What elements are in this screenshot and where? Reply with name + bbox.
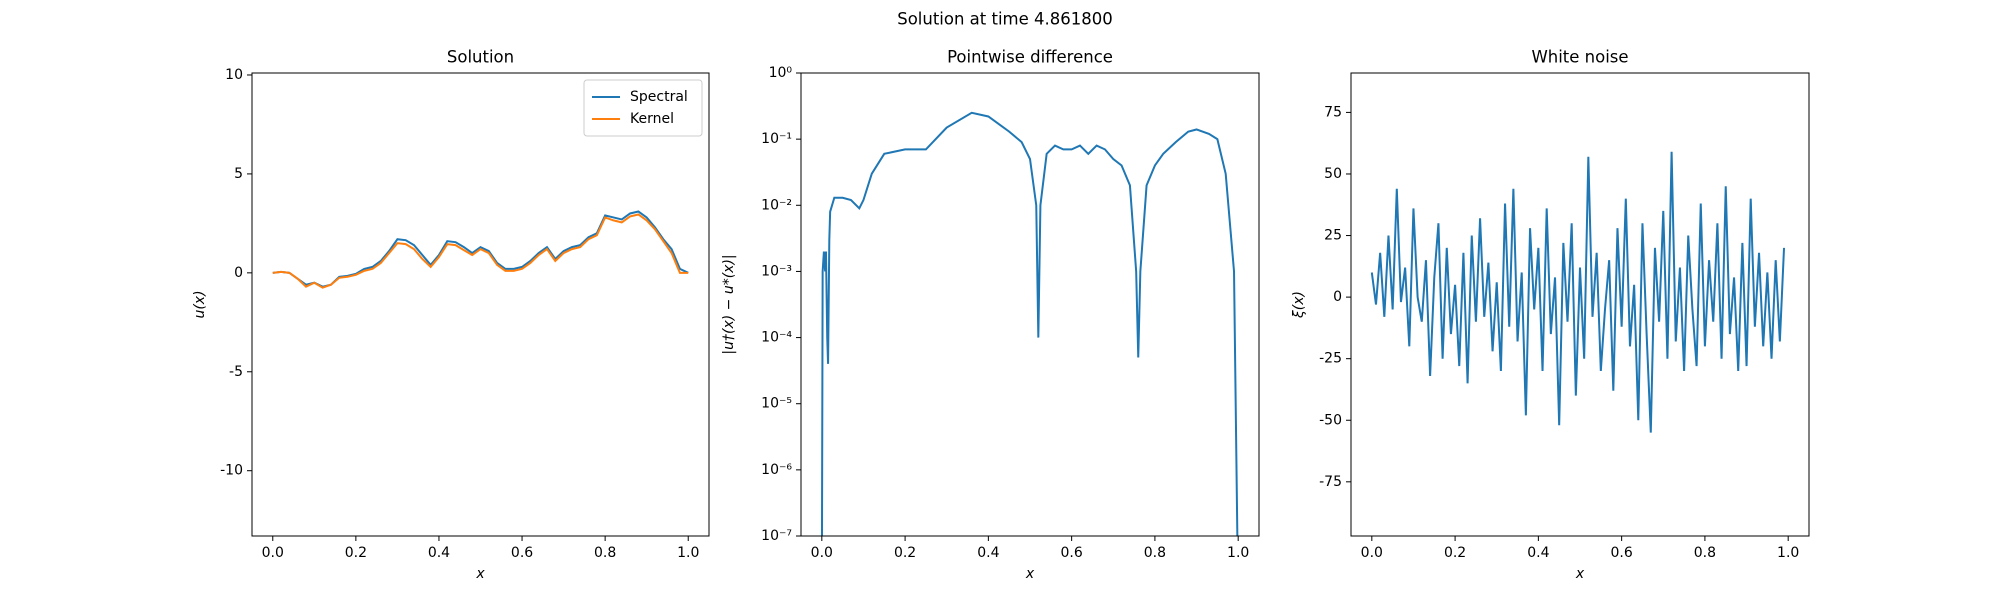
x-tick-label: 0.2 [894, 545, 916, 561]
legend-label: Kernel [630, 111, 674, 127]
x-tick-label: 0.0 [811, 545, 833, 561]
data-line [820, 111, 1239, 536]
x-tick-label: 0.6 [1061, 545, 1083, 561]
y-tick-label: 10⁰ [769, 65, 793, 81]
x-tick-label: 0.2 [345, 545, 367, 561]
axes-title: Solution [447, 48, 514, 67]
x-axis-label: x [1575, 566, 1585, 582]
x-tick-label: 0.0 [1361, 545, 1383, 561]
y-tick-label: 10 [225, 67, 243, 83]
data-line [1370, 151, 1786, 433]
x-axis-label: x [1025, 566, 1035, 582]
y-tick-label: 50 [1324, 166, 1342, 182]
y-tick-label: 10⁻⁵ [761, 396, 792, 412]
figure-title: Solution at time 4.861800 [897, 10, 1113, 29]
y-tick-label: 10⁻¹ [761, 131, 792, 147]
x-tick-label: 0.4 [1527, 545, 1549, 561]
x-tick-label: 1.0 [1227, 545, 1249, 561]
legend-label: Spectral [630, 89, 688, 105]
y-axis-label: |u†(x) − u*(x)| [721, 254, 737, 354]
y-tick-label: -5 [229, 364, 243, 380]
y-tick-label: -25 [1319, 351, 1342, 367]
x-tick-label: 0.0 [262, 545, 284, 561]
y-tick-label: -75 [1319, 474, 1342, 490]
x-tick-label: 0.8 [1694, 545, 1716, 561]
y-tick-label: 0 [1333, 289, 1342, 305]
x-tick-label: 1.0 [677, 545, 699, 561]
x-tick-label: 0.8 [594, 545, 616, 561]
x-tick-label: 0.6 [1611, 545, 1633, 561]
x-tick-label: 0.4 [428, 545, 450, 561]
x-tick-label: 1.0 [1777, 545, 1799, 561]
y-tick-label: 75 [1324, 104, 1342, 120]
x-tick-label: 0.8 [1144, 545, 1166, 561]
y-tick-label: 5 [234, 166, 243, 182]
y-tick-label: 10⁻² [761, 197, 792, 213]
plot-area [1370, 151, 1786, 433]
y-tick-label: 25 [1324, 228, 1342, 244]
x-tick-label: 0.2 [1444, 545, 1466, 561]
y-axis-label: u(x) [192, 290, 208, 318]
axes-frame [1350, 72, 1810, 537]
y-tick-label: 10⁻⁴ [761, 330, 792, 346]
y-tick-label: -50 [1319, 412, 1342, 428]
axes-title: Pointwise difference [947, 48, 1113, 67]
y-tick-label: 10⁻⁶ [761, 462, 792, 478]
y-tick-label: 10⁻⁷ [761, 528, 792, 544]
y-tick-label: -10 [220, 463, 243, 479]
plot-area [820, 111, 1239, 536]
axes-frame [251, 72, 710, 537]
legend-box [583, 79, 703, 137]
data-line [272, 213, 689, 289]
y-tick-label: 10⁻³ [761, 263, 792, 279]
y-tick-label: 0 [234, 265, 243, 281]
axes-frame [800, 72, 1260, 537]
y-axis-label: ξ(x) [1291, 291, 1307, 319]
plot-area [272, 210, 689, 289]
x-tick-label: 0.6 [511, 545, 533, 561]
x-tick-label: 0.4 [977, 545, 999, 561]
axes-title: White noise [1531, 48, 1628, 67]
x-axis-label: x [475, 566, 485, 582]
